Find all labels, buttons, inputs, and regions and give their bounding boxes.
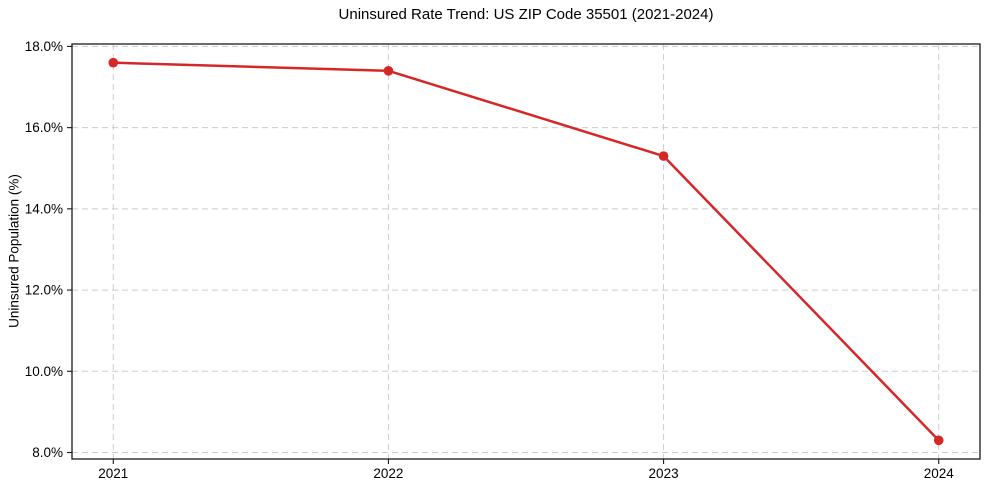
y-tick-label: 18.0% [25, 39, 63, 54]
data-point [383, 66, 394, 76]
trend-line [112, 61, 940, 442]
data-point [658, 151, 669, 161]
x-tick-label: 2022 [373, 466, 403, 481]
chart-title: Uninsured Rate Trend: US ZIP Code 35501 … [338, 6, 714, 23]
y-tick-label: 14.0% [25, 201, 63, 216]
x-tick-label: 2024 [924, 466, 955, 481]
y-tick-label: 12.0% [25, 283, 63, 298]
axes-spines [71, 43, 981, 460]
y-tick-label: 8.0% [32, 445, 63, 460]
y-tick-label: 16.0% [25, 120, 63, 135]
x-tick-label: 2021 [98, 466, 128, 481]
data-point [933, 435, 944, 446]
y-tick-label: 10.0% [25, 364, 63, 379]
x-tick-label: 2023 [649, 466, 679, 481]
data-point [108, 57, 119, 68]
